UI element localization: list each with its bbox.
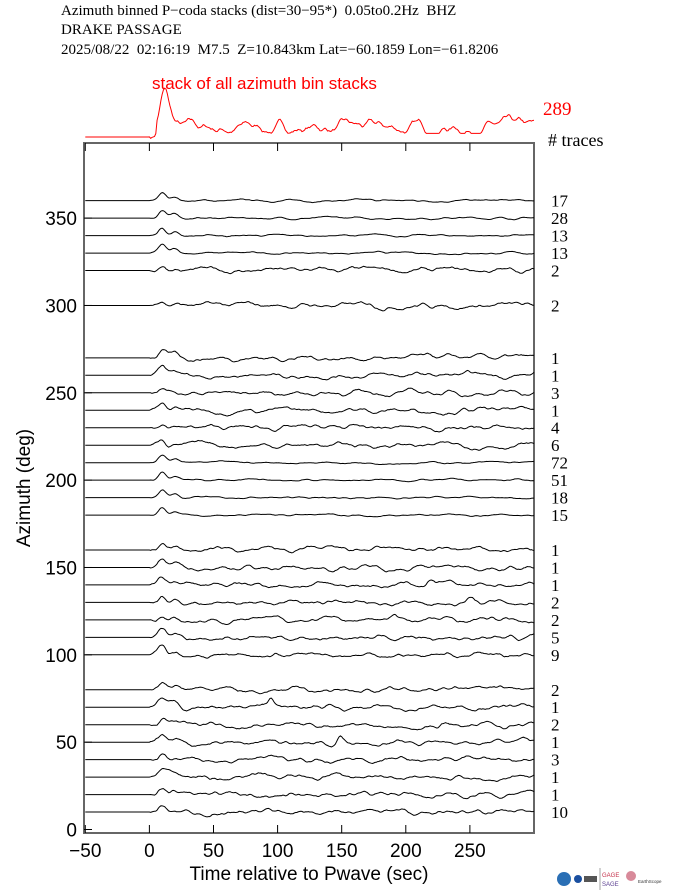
trace-count-label: 28 [551,209,568,228]
title-event-info: 2025/08/22 02:16:19 M7.5 Z=10.843km Lat=… [61,42,499,58]
trace-count-label: 51 [551,471,568,490]
stack-trace-line [85,87,535,139]
x-tick-label: 200 [390,841,422,862]
trace-line-az130 [85,595,535,607]
trace-count-label: 3 [551,384,560,403]
trace-line-az250 [85,387,535,398]
trace-count-label: 1 [551,366,560,385]
trace-line-az330 [85,243,535,256]
earthscope-logo-icon [626,871,636,881]
trace-line-az230 [85,423,535,433]
trace-line-az40 [85,753,534,765]
trace-count-label: 2 [551,296,560,315]
sponsor-logos: GAGE SAGE EarthScope [557,868,662,890]
trace-count-label: 17 [551,192,569,211]
trace-count-label: 13 [551,244,568,263]
trace-count-label: 1 [551,576,560,595]
trace-count-label: 18 [551,489,568,508]
trace-count-label: 13 [551,227,568,246]
trace-line-az220 [85,439,535,451]
y-tick-label: 150 [45,558,77,579]
trace-line-az150 [85,558,535,573]
y-axis-label: Azimuth (deg) [14,429,35,547]
count-header: # traces [548,130,603,150]
trace-line-az20 [85,788,535,800]
trace-line-az360 [85,192,534,204]
doe-logo-icon [584,876,597,882]
x-tick-label: 0 [144,841,155,862]
trace-count-label: 1 [551,786,560,805]
trace-count-label: 3 [551,751,560,770]
trace-line-az50 [85,733,534,748]
trace-line-az260 [85,364,535,381]
trace-count-label: 2 [551,611,560,630]
trace-line-az160 [85,543,535,554]
trace-line-az190 [85,489,534,500]
trace-line-az30 [85,767,535,783]
trace-count-label: 10 [551,803,568,822]
trace-line-az70 [85,697,535,713]
trace-count-label: 1 [551,733,560,752]
x-axis-label: Time relative to Pwave (sec) [190,864,429,885]
trace-count-label: 1 [551,558,560,577]
y-tick-label: 50 [56,733,77,754]
trace-line-az120 [85,613,535,626]
trace-line-az60 [85,717,535,731]
x-tick-label: −50 [69,841,101,862]
trace-count-label: 1 [551,349,560,368]
trace-line-az180 [85,507,535,518]
trace-line-az10 [85,805,535,818]
trace-count-label: 1 [551,541,560,560]
trace-line-az350 [85,210,534,221]
y-tick-label: 200 [45,471,77,492]
trace-line-az110 [85,627,535,642]
trace-count-label: 4 [551,419,560,438]
x-tick-label: 150 [326,841,358,862]
trace-count-label: 1 [551,698,560,717]
trace-count-label: 15 [551,506,568,525]
y-tick-label: 250 [45,384,77,405]
trace-line-az340 [85,227,535,238]
trace-line-az240 [85,402,535,417]
trace-line-az270 [85,349,535,363]
trace-count-label: 9 [551,646,560,665]
stack-label: stack of all azimuth bin stacks [152,74,377,93]
trace-count-label: 2 [551,681,560,700]
x-tick-label: 100 [262,841,294,862]
plot-frame [83,142,535,834]
x-tick-label: 250 [454,841,486,862]
sage-logo-text: SAGE [602,882,619,888]
trace-line-az140 [85,576,535,589]
earthscope-logo-text: EarthScope [638,879,662,884]
y-tick-label: 0 [66,821,77,842]
nsf-logo-icon [557,872,571,886]
trace-line-az100 [85,644,535,659]
trace-count-label: 1 [551,401,560,420]
trace-count-label: 1 [551,768,560,787]
trace-line-az320 [85,265,535,275]
y-tick-label: 350 [45,209,77,230]
trace-line-az300 [85,300,535,312]
trace-count-label: 6 [551,436,560,455]
trace-count-label: 2 [551,716,560,735]
y-tick-label: 100 [45,646,77,667]
x-tick-label: 50 [203,841,224,862]
trace-count-label: 2 [551,262,560,281]
gage-logo-text: GAGE [602,873,619,879]
title-region: DRAKE PASSAGE [61,22,182,38]
nasa-logo-icon [574,875,582,883]
trace-line-az210 [85,454,535,465]
title-line-1: Azimuth binned P−coda stacks (dist=30−95… [61,3,457,19]
trace-count-label: 2 [551,593,560,612]
trace-line-az200 [85,471,535,483]
trace-line-az80 [85,681,535,695]
trace-count-label: 72 [551,454,568,473]
y-tick-label: 300 [45,296,77,317]
trace-count-label: 5 [551,628,560,647]
stack-count: 289 [543,99,572,120]
